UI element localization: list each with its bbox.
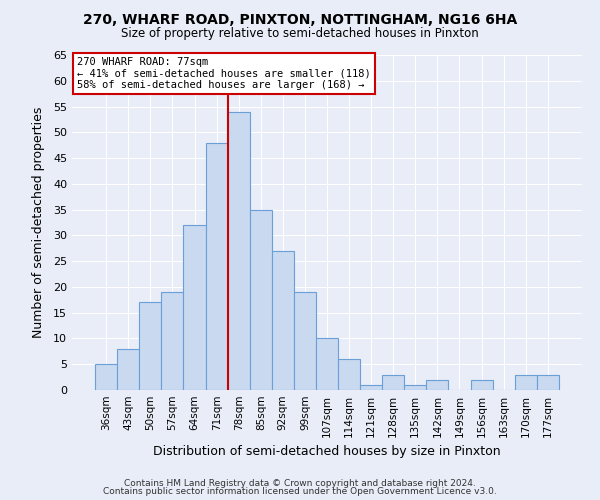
Y-axis label: Number of semi-detached properties: Number of semi-detached properties [32,107,44,338]
Bar [515,374,537,390]
Bar [227,112,250,390]
Text: 270, WHARF ROAD, PINXTON, NOTTINGHAM, NG16 6HA: 270, WHARF ROAD, PINXTON, NOTTINGHAM, NG… [83,12,517,26]
Bar [117,349,139,390]
Bar [294,292,316,390]
Bar [161,292,184,390]
Bar [382,374,404,390]
Text: 270 WHARF ROAD: 77sqm
← 41% of semi-detached houses are smaller (118)
58% of sem: 270 WHARF ROAD: 77sqm ← 41% of semi-deta… [77,56,371,90]
Text: Size of property relative to semi-detached houses in Pinxton: Size of property relative to semi-detach… [121,28,479,40]
Bar [316,338,338,390]
Bar [184,225,206,390]
Bar [338,359,360,390]
Bar [404,385,427,390]
Bar [272,251,294,390]
Bar [139,302,161,390]
X-axis label: Distribution of semi-detached houses by size in Pinxton: Distribution of semi-detached houses by … [153,446,501,458]
Bar [250,210,272,390]
Bar [360,385,382,390]
Bar [206,142,227,390]
Text: Contains public sector information licensed under the Open Government Licence v3: Contains public sector information licen… [103,487,497,496]
Text: Contains HM Land Registry data © Crown copyright and database right 2024.: Contains HM Land Registry data © Crown c… [124,478,476,488]
Bar [470,380,493,390]
Bar [95,364,117,390]
Bar [427,380,448,390]
Bar [537,374,559,390]
